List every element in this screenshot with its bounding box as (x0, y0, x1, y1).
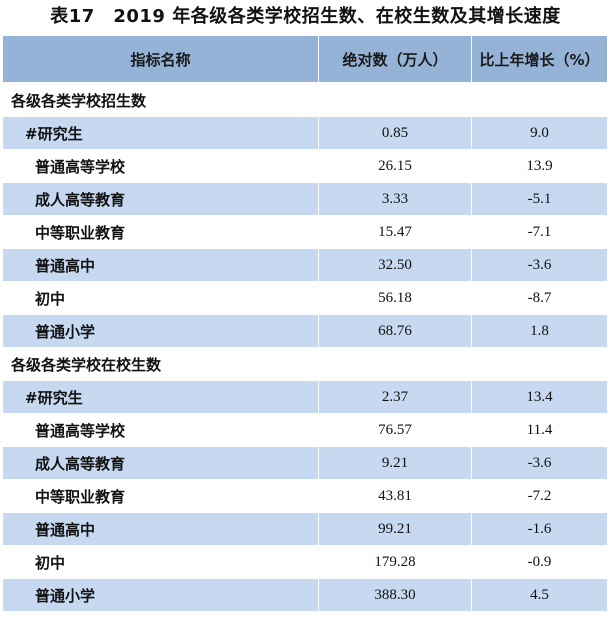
table-row: 中等职业教育 15.47 -7.1 (3, 216, 607, 249)
row-growth: -1.6 (471, 513, 607, 545)
row-growth: -5.1 (471, 183, 607, 215)
row-name: 成人高等教育 (35, 454, 126, 473)
table-row: 普通高等学校 76.57 11.4 (3, 414, 607, 447)
table-row: 初中 179.28 -0.9 (3, 546, 607, 579)
table-row: 成人高等教育 3.33 -5.1 (3, 183, 607, 216)
row-value: 179.28 (318, 546, 471, 578)
header-indicator-name: 指标名称 (130, 50, 191, 69)
row-name: 普通高中 (35, 520, 96, 539)
table-row: 普通小学 68.76 1.8 (3, 315, 607, 348)
table-header: 指标名称 绝对数（万人） 比上年增长（%） (3, 36, 607, 84)
row-value: 2.37 (318, 381, 471, 413)
row-value: 76.57 (318, 414, 471, 446)
header-growth-rate: 比上年增长（%） (471, 36, 607, 82)
row-growth: 13.9 (471, 150, 607, 182)
row-value: 43.81 (318, 480, 471, 512)
table-row: #研究生 2.37 13.4 (3, 381, 607, 414)
row-growth: -7.2 (471, 480, 607, 512)
row-name: 普通高等学校 (35, 421, 126, 440)
row-name: 初中 (35, 553, 66, 572)
row-name: 成人高等教育 (35, 190, 126, 209)
row-growth: 4.5 (471, 579, 607, 611)
row-value: 3.33 (318, 183, 471, 215)
statistics-table: 指标名称 绝对数（万人） 比上年增长（%） 各级各类学校招生数 #研究生 0.8… (3, 36, 607, 612)
row-value: 32.50 (318, 249, 471, 281)
row-value: 9.21 (318, 447, 471, 479)
row-value: 26.15 (318, 150, 471, 182)
row-value: 68.76 (318, 315, 471, 347)
row-growth: 13.4 (471, 381, 607, 413)
row-growth: -3.6 (471, 447, 607, 479)
row-value: 56.18 (318, 282, 471, 314)
row-name: #研究生 (25, 388, 83, 407)
table-row: 普通高中 32.50 -3.6 (3, 249, 607, 282)
section-title-enrolled-students: 各级各类学校在校生数 (3, 348, 607, 381)
table-row: 中等职业教育 43.81 -7.2 (3, 480, 607, 513)
table-row: 初中 56.18 -8.7 (3, 282, 607, 315)
row-name: 普通高等学校 (35, 157, 126, 176)
row-growth: 1.8 (471, 315, 607, 347)
row-name: 普通高中 (35, 256, 96, 275)
section-title-enrollment: 各级各类学校招生数 (3, 84, 607, 117)
row-growth: 11.4 (471, 414, 607, 446)
table-row: 普通高中 99.21 -1.6 (3, 513, 607, 546)
row-growth: -3.6 (471, 249, 607, 281)
table-row: #研究生 0.85 9.0 (3, 117, 607, 150)
row-name: 中等职业教育 (35, 487, 126, 506)
header-absolute-value: 绝对数（万人） (318, 36, 471, 82)
row-name: #研究生 (25, 124, 83, 143)
row-growth: -8.7 (471, 282, 607, 314)
row-name: 初中 (35, 289, 66, 308)
row-growth: -7.1 (471, 216, 607, 248)
row-growth: -0.9 (471, 546, 607, 578)
row-value: 99.21 (318, 513, 471, 545)
row-name: 普通小学 (35, 586, 96, 605)
row-growth: 9.0 (471, 117, 607, 149)
row-value: 388.30 (318, 579, 471, 611)
table-row: 普通高等学校 26.15 13.9 (3, 150, 607, 183)
row-value: 0.85 (318, 117, 471, 149)
row-name: 中等职业教育 (35, 223, 126, 242)
row-name: 普通小学 (35, 322, 96, 341)
table-title: 表17 2019 年各级各类学校招生数、在校生数及其增长速度 (50, 6, 561, 27)
row-value: 15.47 (318, 216, 471, 248)
table-row: 普通小学 388.30 4.5 (3, 579, 607, 612)
table-row: 成人高等教育 9.21 -3.6 (3, 447, 607, 480)
